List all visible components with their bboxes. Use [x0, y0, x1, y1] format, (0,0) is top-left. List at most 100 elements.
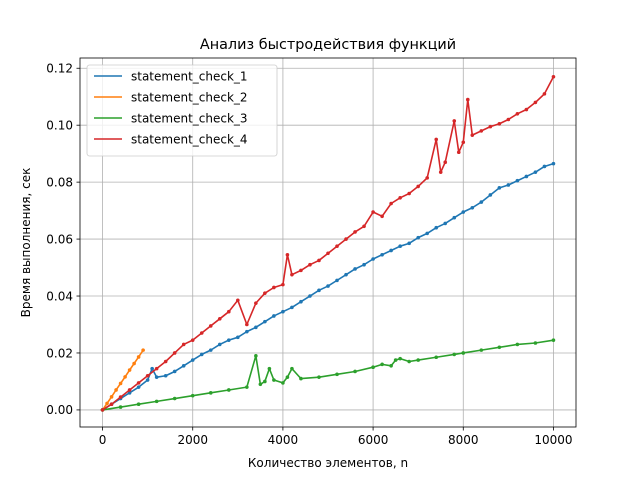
series-point-statement_check_4	[181, 342, 186, 347]
series-point-statement_check_1	[551, 161, 556, 166]
series-point-statement_check_1	[136, 385, 141, 389]
series-point-statement_check_1	[389, 248, 393, 253]
series-point-statement_check_4	[281, 282, 285, 287]
series-point-statement_check_3	[136, 402, 141, 407]
series-point-statement_check_3	[452, 352, 457, 357]
series-point-statement_check_3	[154, 399, 159, 404]
series-point-statement_check_4	[456, 150, 461, 155]
series-point-statement_check_3	[398, 356, 402, 361]
series-point-statement_check_3	[380, 362, 384, 367]
series-point-statement_check_3	[533, 341, 538, 345]
y-tick-label: 0.12	[46, 62, 73, 76]
series-point-statement_check_2	[109, 395, 114, 399]
series-point-statement_check_4	[109, 402, 114, 407]
series-point-statement_check_3	[272, 378, 276, 382]
series-line-statement_check_1	[102, 162, 554, 411]
series-point-statement_check_1	[290, 305, 294, 310]
series-point-statement_check_4	[371, 210, 375, 214]
legend-label: statement_check_3	[131, 111, 248, 125]
y-tick-label: 0.06	[46, 232, 73, 246]
series-point-statement_check_3	[285, 375, 290, 379]
series-point-statement_check_1	[199, 352, 204, 357]
series-point-statement_check_3	[227, 388, 231, 392]
series-point-statement_check_1	[452, 215, 457, 220]
series-point-statement_check_3	[497, 345, 502, 350]
series-point-statement_check_4	[470, 133, 475, 137]
legend-label: statement_check_2	[131, 90, 248, 104]
series-point-statement_check_2	[127, 368, 132, 372]
series-point-statement_check_1	[190, 358, 195, 362]
series-point-statement_check_1	[172, 369, 177, 374]
series-point-statement_check_1	[362, 262, 366, 267]
series-point-statement_check_4	[398, 195, 402, 200]
series-point-statement_check_3	[479, 348, 484, 352]
series-point-statement_check_4	[217, 317, 222, 321]
series-point-statement_check_1	[434, 225, 439, 230]
series-point-statement_check_4	[461, 140, 466, 145]
axes-frame	[79, 57, 577, 428]
series-point-statement_check_1	[497, 186, 502, 190]
series-point-statement_check_4	[452, 119, 457, 123]
series-point-statement_check_3	[281, 381, 285, 385]
series-point-statement_check_4	[380, 214, 384, 219]
series-point-statement_check_4	[515, 112, 520, 116]
series-point-statement_check_1	[154, 375, 159, 379]
series-point-statement_check_3	[393, 358, 398, 362]
series-point-statement_check_2	[118, 381, 123, 386]
x-tick-label: 10000	[534, 433, 572, 447]
grid	[80, 58, 576, 427]
series-point-statement_check_4	[236, 298, 240, 303]
series-point-statement_check_1	[380, 252, 384, 257]
series-point-statement_check_3	[461, 351, 466, 355]
series-point-statement_check_1	[542, 164, 547, 169]
series-point-statement_check_1	[299, 299, 303, 304]
series-point-statement_check_1	[208, 348, 213, 352]
series-point-statement_check_4	[308, 262, 312, 267]
series-point-statement_check_4	[362, 224, 366, 229]
series-point-statement_check_1	[150, 366, 154, 371]
series-point-statement_check_3	[317, 375, 321, 379]
x-tick-label: 6000	[358, 433, 389, 447]
series-point-statement_check_1	[335, 278, 339, 283]
series-point-statement_check_1	[371, 257, 375, 261]
series-point-statement_check_4	[136, 381, 141, 385]
plot-series	[100, 74, 556, 412]
series-point-statement_check_2	[123, 375, 127, 379]
series-point-statement_check_4	[299, 268, 303, 273]
chart-title: Анализ быстродействия функций	[200, 37, 456, 53]
legend-box	[86, 64, 278, 157]
y-tick-label: 0.04	[46, 289, 73, 303]
series-point-statement_check_3	[371, 365, 375, 370]
series-point-statement_check_1	[506, 183, 511, 187]
series-point-statement_check_3	[515, 342, 520, 347]
series-point-statement_check_4	[245, 322, 249, 327]
series-point-statement_check_4	[389, 201, 393, 206]
series-point-statement_check_1	[145, 378, 150, 382]
series-point-statement_check_3	[416, 358, 420, 362]
series-point-statement_check_3	[407, 359, 411, 364]
series-point-statement_check_4	[199, 331, 204, 335]
series-point-statement_check_3	[434, 355, 439, 360]
series-point-statement_check_4	[465, 97, 470, 102]
y-axis-label: Время выполнения, сек	[19, 168, 33, 318]
series-point-statement_check_4	[118, 395, 123, 399]
series-point-statement_check_4	[344, 237, 348, 241]
series-point-statement_check_4	[353, 230, 357, 234]
series-point-statement_check_4	[172, 351, 177, 355]
series-point-statement_check_3	[267, 366, 272, 371]
series-point-statement_check_1	[163, 373, 168, 378]
x-tick-label: 4000	[268, 433, 299, 447]
y-tick-label: 0.02	[46, 346, 73, 360]
series-point-statement_check_4	[479, 129, 484, 133]
series-point-statement_check_1	[227, 338, 231, 342]
series-point-statement_check_2	[105, 401, 109, 406]
series-point-statement_check_1	[407, 241, 411, 246]
series-point-statement_check_4	[506, 117, 511, 122]
legend-label: statement_check_4	[131, 132, 248, 146]
series-point-statement_check_4	[227, 309, 231, 314]
series-point-statement_check_1	[317, 288, 321, 293]
series-point-statement_check_3	[299, 376, 303, 381]
series-point-statement_check_1	[515, 178, 520, 183]
series-point-statement_check_1	[281, 309, 285, 314]
